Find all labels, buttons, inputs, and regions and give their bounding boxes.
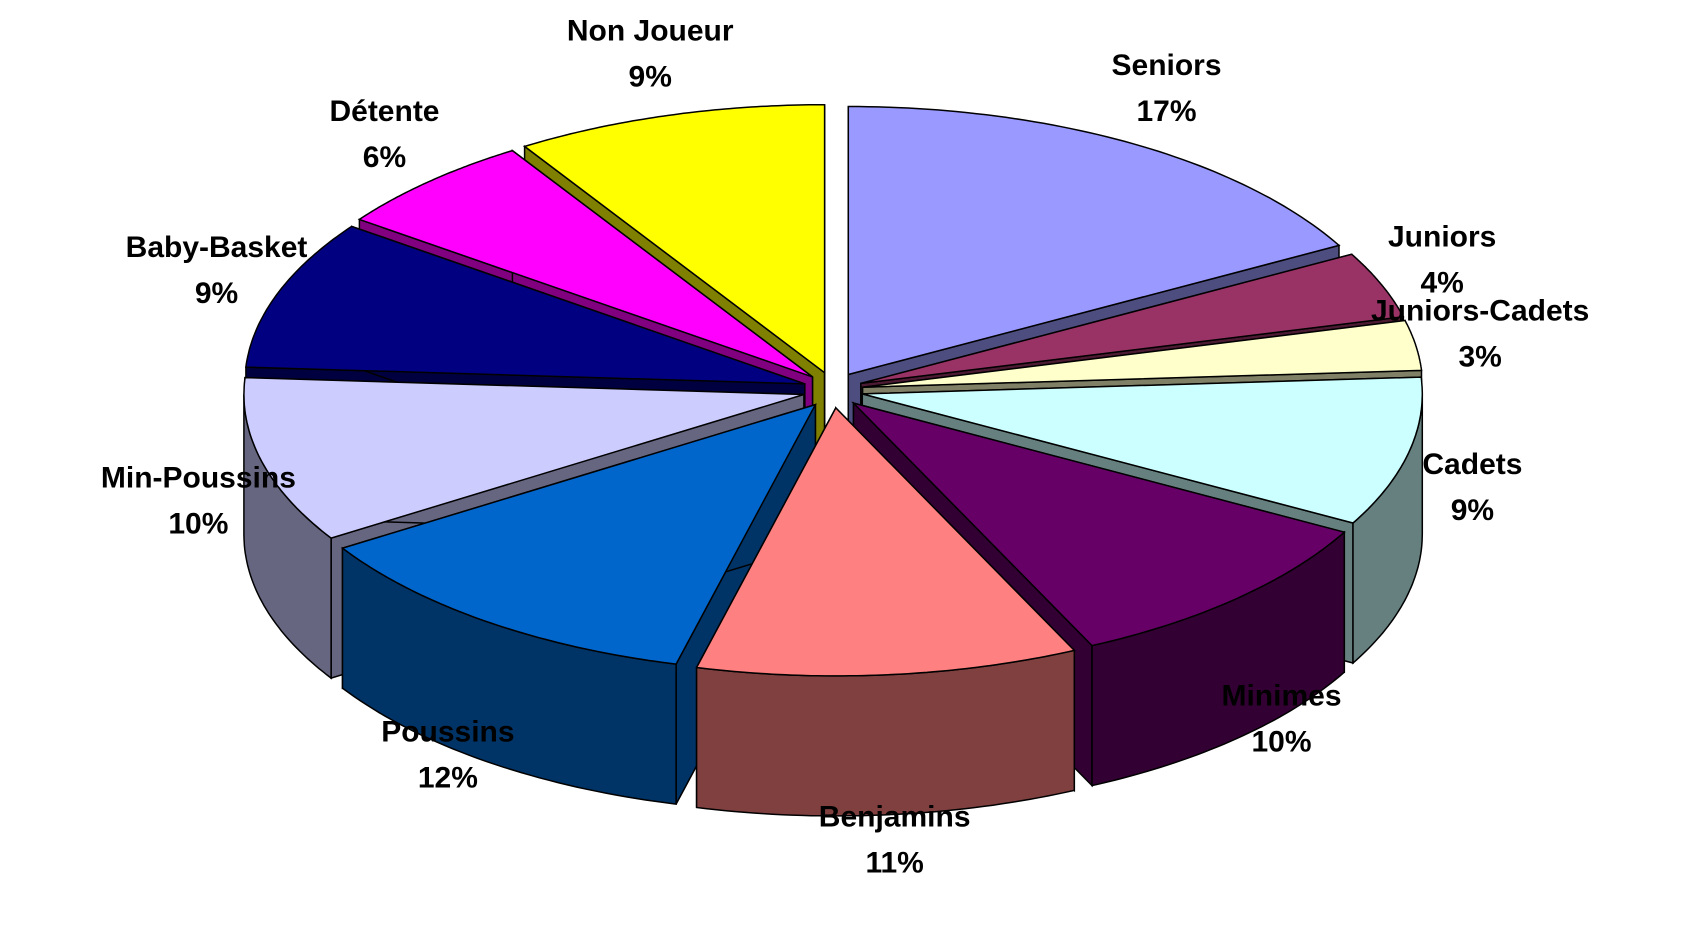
slice-value-label: 12% xyxy=(418,762,478,795)
slice-value-label: 10% xyxy=(1251,725,1311,758)
slice xyxy=(357,149,813,378)
slice xyxy=(243,376,805,539)
slice xyxy=(862,319,1423,388)
slice xyxy=(847,105,1341,376)
slice xyxy=(860,253,1405,385)
slice-value-label: 17% xyxy=(1137,95,1197,128)
slice-value-label: 9% xyxy=(195,277,238,310)
slice xyxy=(862,376,1424,524)
slice xyxy=(695,406,1076,677)
slice-label: Juniors xyxy=(1388,221,1496,254)
slice-label: Non Joueur xyxy=(567,14,734,47)
labels: Seniors 17% Juniors 4%Juniors-Cadets 3% Cadet… xyxy=(101,14,1589,879)
tops xyxy=(243,103,1424,677)
slice-value-label: 9% xyxy=(629,60,672,93)
slice-label: Seniors xyxy=(1112,49,1222,82)
slice-label: Benjamins xyxy=(819,800,971,833)
slice-value-label: 9% xyxy=(1451,494,1494,527)
slice-label: Juniors-Cadets xyxy=(1371,294,1589,327)
slice-label: Cadets xyxy=(1422,448,1522,481)
slice-label: Baby-Basket xyxy=(126,231,308,264)
slice-label: Min-Poussins xyxy=(101,462,296,495)
slice-value-label: 6% xyxy=(363,141,406,174)
slice-label: Minimes xyxy=(1221,679,1341,712)
slice xyxy=(245,225,806,385)
slice xyxy=(522,103,826,375)
slice-value-label: 11% xyxy=(865,846,923,879)
slice-label: Poussins xyxy=(381,716,514,749)
slice-value-label: 3% xyxy=(1458,340,1501,373)
slice-label: Détente xyxy=(329,95,439,128)
slice-value-label: 10% xyxy=(168,508,228,541)
slice xyxy=(340,403,817,665)
slice xyxy=(851,401,1346,647)
slice-value-label: 4% xyxy=(1421,267,1464,300)
